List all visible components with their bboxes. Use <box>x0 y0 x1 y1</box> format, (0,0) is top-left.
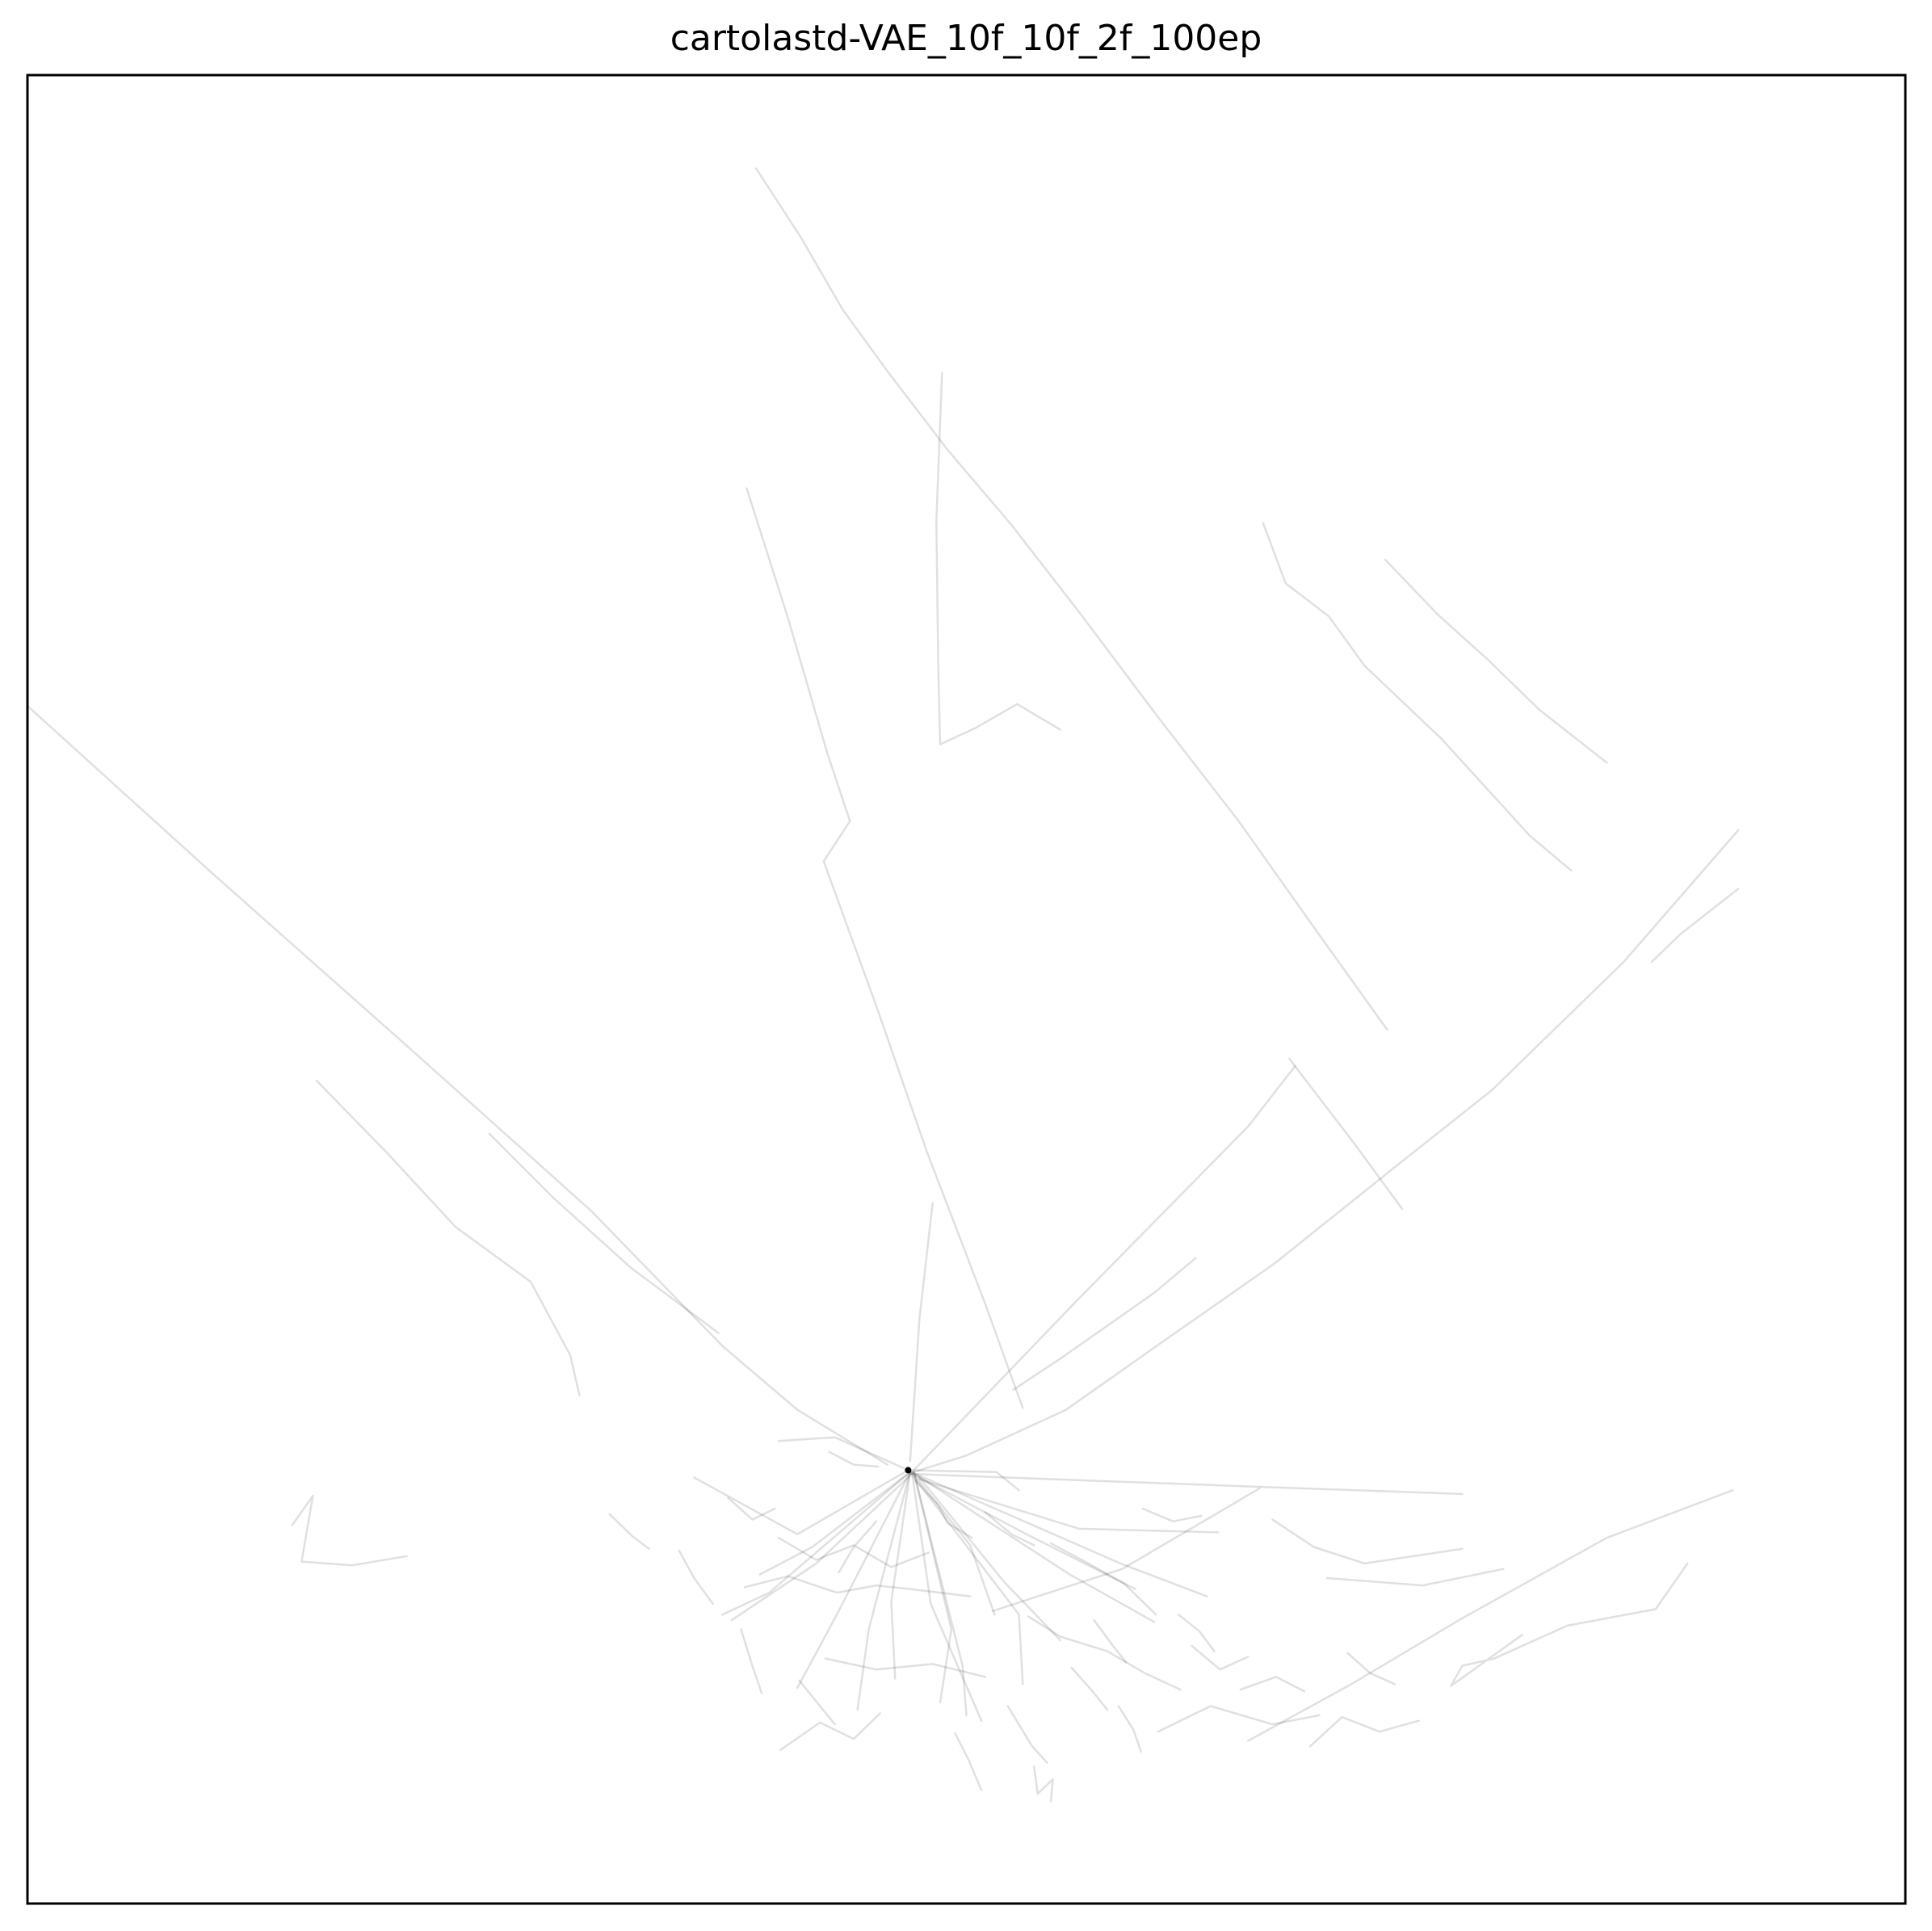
series-line-22 <box>730 1472 914 1622</box>
series-line-5 <box>488 1132 720 1334</box>
series-line-62 <box>838 1520 878 1574</box>
series-line-50 <box>1191 1644 1250 1671</box>
series-line-18 <box>909 1202 934 1463</box>
series-line-65 <box>1177 1614 1216 1652</box>
series-line-67 <box>828 1450 880 1468</box>
series-line-42 <box>1049 1542 1157 1616</box>
series-line-32 <box>910 1471 1156 1623</box>
series-line-49 <box>1308 1715 1421 1748</box>
series-line-37 <box>910 1471 983 1722</box>
series-line-20 <box>914 1474 1137 1590</box>
series-line-33 <box>914 1472 1208 1597</box>
series-line-31 <box>721 1471 912 1616</box>
series-line-30 <box>856 1471 912 1711</box>
series-line-24 <box>913 1471 953 1704</box>
series-line-53 <box>678 1549 714 1605</box>
series-line-29 <box>909 1471 1024 1685</box>
series-line-21 <box>918 1476 1062 1642</box>
series-line-0 <box>754 167 1388 1031</box>
series-line-15 <box>1247 1489 1734 1742</box>
series-line-14 <box>991 1487 1261 1613</box>
series-line-9 <box>1262 522 1573 872</box>
series-line-27 <box>907 1469 1020 1492</box>
series-line-47 <box>1239 1676 1306 1693</box>
series-line-8 <box>1650 888 1740 963</box>
series-line-59 <box>1070 1666 1109 1711</box>
series-line-44 <box>1325 1568 1505 1587</box>
series-line-64 <box>1093 1618 1128 1664</box>
series-line-17 <box>291 1494 408 1567</box>
series-line-16 <box>1450 1562 1689 1687</box>
series-line-46 <box>1006 1705 1048 1764</box>
series-line-48 <box>1157 1705 1321 1733</box>
hub-point <box>905 1467 912 1474</box>
series-line-6 <box>1384 558 1608 764</box>
series-line-39 <box>777 1536 930 1568</box>
series-line-45 <box>779 1712 881 1752</box>
series-line-36 <box>910 1471 996 1616</box>
series-line-35 <box>758 1471 912 1576</box>
series-line-58 <box>1117 1705 1142 1753</box>
series-line-66 <box>1141 1507 1203 1523</box>
series-line-55 <box>798 1679 837 1726</box>
series-line-26 <box>777 1436 909 1471</box>
plot-frame <box>26 73 1907 1905</box>
series-line-10 <box>913 1064 1296 1471</box>
series-line-25 <box>693 1469 909 1535</box>
series-line-52 <box>608 1513 650 1551</box>
series-line-41 <box>1027 1615 1182 1691</box>
series-line-23 <box>796 1471 912 1690</box>
series-line-54 <box>740 1628 763 1694</box>
chart-title: cartolastd-VAE_10f_10f_2f_100ep <box>670 18 1262 59</box>
series-line-34 <box>890 1471 912 1680</box>
series-line-51 <box>726 1497 776 1521</box>
series-line-28 <box>918 1478 1220 1534</box>
series-line-61 <box>914 1480 973 1539</box>
series-line-38 <box>743 1575 972 1597</box>
series-line-63 <box>984 1511 1035 1547</box>
series-line-11 <box>1288 1057 1404 1210</box>
series-line-57 <box>1032 1765 1054 1803</box>
series-layer <box>26 167 1740 1803</box>
series-line-3 <box>26 704 889 1466</box>
series-line-19 <box>913 1471 968 1717</box>
series-line-56 <box>954 1732 983 1791</box>
series-line-43 <box>1271 1518 1464 1565</box>
series-line-40 <box>824 1657 987 1678</box>
series-line-13 <box>909 1472 1464 1496</box>
series-line-12 <box>1012 1257 1197 1392</box>
series-line-1 <box>746 487 1024 1409</box>
series-line-60 <box>1346 1652 1396 1685</box>
series-line-2 <box>935 372 1062 745</box>
series-line-4 <box>315 1079 581 1396</box>
series-line-7 <box>913 829 1740 1473</box>
